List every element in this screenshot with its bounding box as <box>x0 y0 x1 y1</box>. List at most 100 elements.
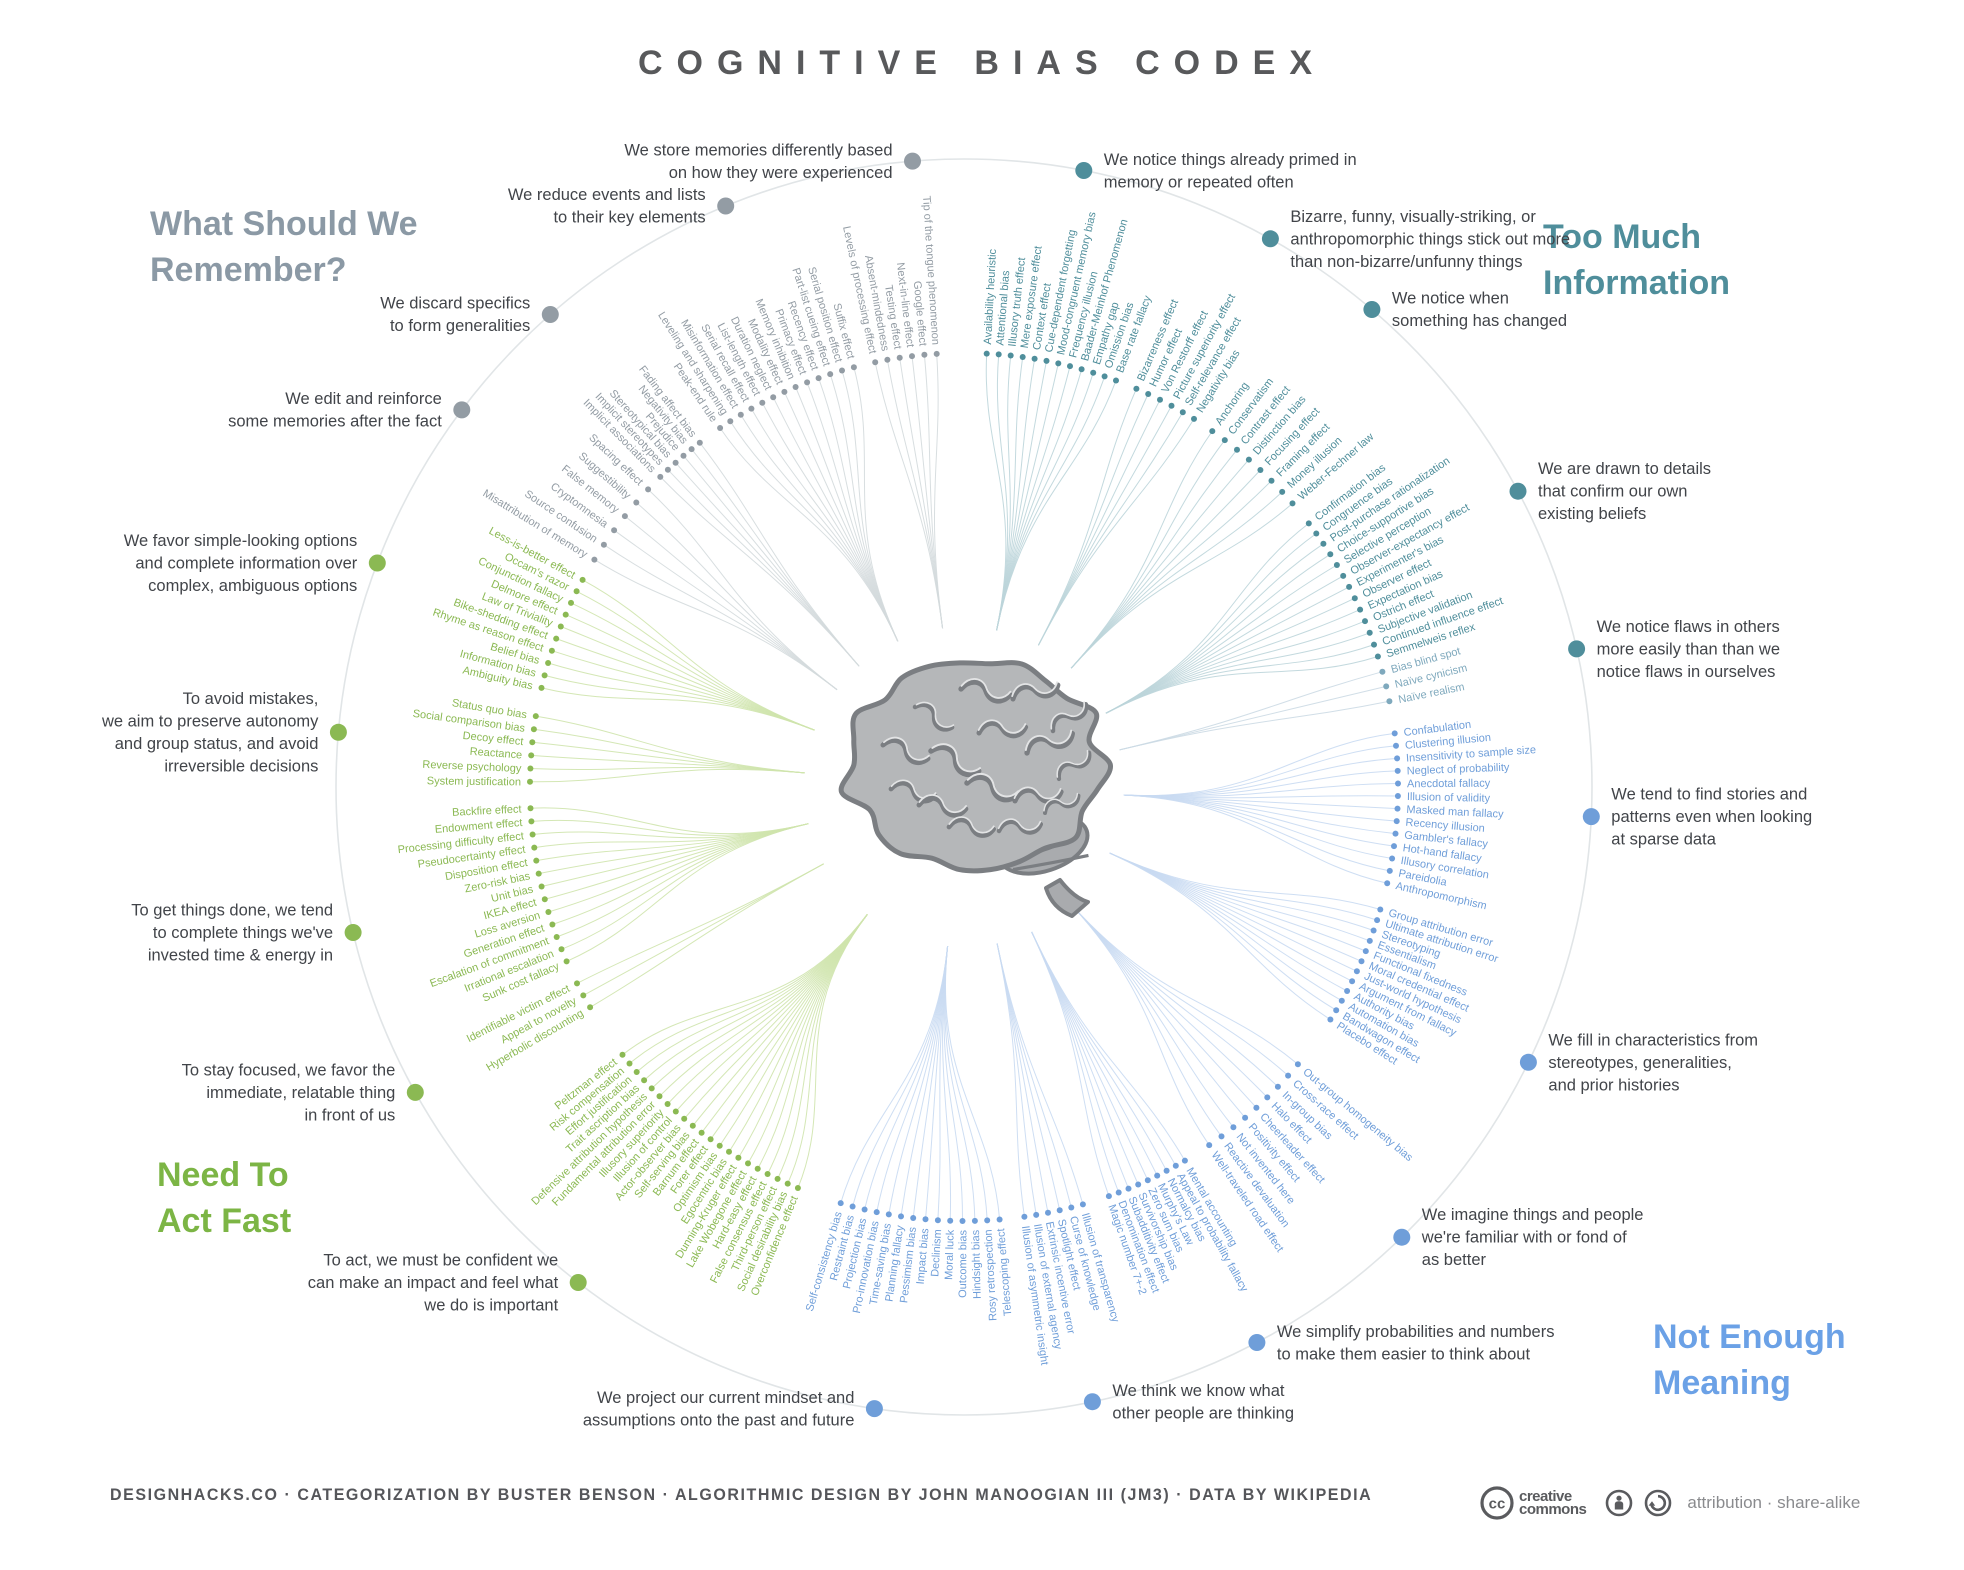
annotation-dot <box>1083 1393 1101 1411</box>
branch-curve <box>944 946 988 1221</box>
annotation-text: We notice things already primed in memory… <box>1104 151 1357 192</box>
page-title: COGNITIVE BIAS CODEX <box>637 44 1327 82</box>
bias-dot <box>1055 360 1062 367</box>
gyrus-dark <box>1010 682 1061 702</box>
bias-dot <box>804 379 811 386</box>
bias-dot <box>580 992 587 999</box>
annotation-text: To get things done, we tend to complete t… <box>131 902 333 965</box>
branch-curve <box>853 367 899 642</box>
branch-curve <box>1071 904 1246 1119</box>
bias-dot <box>1031 355 1038 362</box>
creative-commons-wordmark: creative commons <box>1519 1488 1587 1518</box>
quadrant-heading-what-should-we-remember: What Should We Remember? <box>150 205 418 289</box>
bias-dot <box>532 713 539 720</box>
branch-curve <box>729 421 899 642</box>
gyrus-light <box>997 818 1042 831</box>
bias-dot <box>1221 437 1228 444</box>
annotation-dot <box>329 723 347 741</box>
bias-dot <box>1379 668 1386 675</box>
bias-dot <box>633 1069 640 1075</box>
bias-label: Outcome bias <box>957 1229 969 1297</box>
branch-curve <box>533 728 805 774</box>
bias-label: Hindsight bias <box>970 1229 984 1299</box>
annotation-dot <box>541 306 559 323</box>
bias-dot <box>1007 352 1014 359</box>
bias-dot <box>1340 572 1347 579</box>
bias-dot <box>794 1185 801 1191</box>
bias-dot <box>1338 997 1345 1004</box>
brain-gyrus <box>964 772 1021 803</box>
annotation-dot <box>406 1083 424 1101</box>
branch-curve <box>1070 503 1293 669</box>
bias-dot <box>1079 1201 1086 1208</box>
bias-dot <box>837 1200 844 1207</box>
branch-curve <box>566 823 809 962</box>
bias-dot <box>1394 793 1401 799</box>
branch-curve <box>1071 904 1257 1109</box>
bias-dot <box>1113 377 1119 384</box>
annotation-dot <box>1075 162 1093 179</box>
branch-curve <box>996 355 1012 631</box>
branch-curve <box>1070 430 1213 669</box>
branch-curve <box>1105 609 1361 714</box>
branch-curve <box>535 715 805 774</box>
bias-dot <box>528 818 535 825</box>
bias-dot <box>1285 1072 1292 1079</box>
branch-curve <box>852 946 949 1207</box>
branch-curve <box>1031 931 1110 1197</box>
branch-curve <box>1105 543 1324 714</box>
branch-curve <box>1070 491 1283 669</box>
annotation-text: We simplify probabilities and numbers to … <box>1277 1323 1555 1364</box>
bias-dot <box>549 921 556 928</box>
branch-curve <box>1123 794 1393 859</box>
bias-dot <box>648 1085 655 1092</box>
brain-gyrus <box>912 701 955 732</box>
bias-dot <box>884 356 891 363</box>
branch-curve <box>996 943 1072 1208</box>
annotation-dot <box>1363 301 1381 318</box>
gyrus-dark <box>1042 793 1081 816</box>
bias-dot <box>1362 948 1369 955</box>
bias-dot <box>1353 968 1360 975</box>
bias-dot <box>1346 583 1353 590</box>
branch-curve <box>594 559 838 691</box>
bias-dot <box>921 351 928 358</box>
bias-dot <box>611 527 618 534</box>
cerebellum-stripe <box>1012 853 1089 872</box>
bias-dot <box>538 883 545 890</box>
branch-curve <box>556 823 809 938</box>
branch-curve <box>1105 553 1331 714</box>
bias-dot <box>827 371 834 378</box>
branch-curve <box>636 914 868 1073</box>
bias-dot <box>861 1206 868 1213</box>
bias-dot <box>1305 520 1312 527</box>
bias-dot <box>1279 488 1286 495</box>
branch-curve <box>556 638 815 731</box>
annotation-text: We tend to find stories and patterns even… <box>1611 786 1812 849</box>
creative-commons-logo: cc creative commons <box>1478 1484 1587 1522</box>
branch-curve <box>1071 904 1268 1098</box>
annotation-text: We notice flaws in others more easily tha… <box>1597 618 1780 681</box>
branch-curve <box>996 372 1094 631</box>
branch-curve <box>750 408 899 642</box>
brain-gyrus <box>1024 729 1075 756</box>
bias-dot <box>922 1216 929 1223</box>
annotation-text: We favor simple-looking options and compl… <box>124 532 358 595</box>
bias-dot <box>553 934 560 940</box>
bias-dot <box>1313 530 1320 537</box>
license-text: attribution · share-alike <box>1687 1493 1861 1512</box>
gyrus-dark <box>880 738 931 766</box>
branch-curve <box>536 823 809 862</box>
annotation-dot <box>865 1400 883 1418</box>
outer-ring <box>335 158 1593 1416</box>
bias-dot <box>645 486 652 493</box>
gyrus-light <box>1024 729 1073 752</box>
bias-dot <box>959 1218 966 1224</box>
bias-dot <box>689 1122 696 1129</box>
share-alike-icon <box>1645 1489 1672 1517</box>
annotation-text: We project our current mindset and assump… <box>583 1389 855 1430</box>
gyrus-dark <box>1050 701 1089 734</box>
quadrant-heading-need-to-act-fast: Need To Act Fast <box>157 1156 292 1240</box>
annotation-text: We fill in characteristics from stereotyp… <box>1548 1031 1758 1094</box>
